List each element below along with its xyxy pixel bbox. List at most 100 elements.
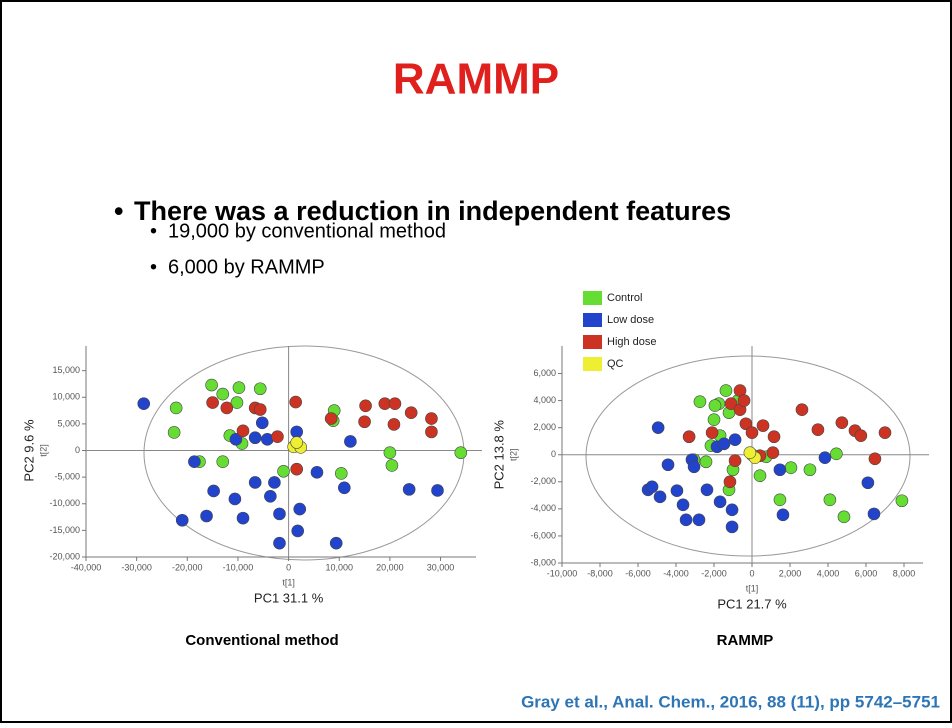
point xyxy=(692,513,706,527)
y-tick-label: -15,000 xyxy=(49,525,80,535)
point xyxy=(232,381,246,394)
point xyxy=(188,455,201,468)
legend-label: Control xyxy=(607,292,642,304)
y-tick-label: 2,000 xyxy=(533,422,556,432)
point xyxy=(776,508,790,522)
x-tick-label: 20,000 xyxy=(376,562,404,572)
x-tick-label: 2,000 xyxy=(779,568,802,578)
point xyxy=(329,536,343,550)
y-tick-label: 5,000 xyxy=(57,418,80,428)
point xyxy=(271,430,284,443)
y-tick-label: -8,000 xyxy=(530,557,556,567)
y-sublabel: t[2] xyxy=(38,444,48,457)
point xyxy=(253,382,267,396)
y-tick-label: -10,000 xyxy=(49,498,80,508)
point xyxy=(425,412,438,425)
x-tick-label: -8,000 xyxy=(587,568,613,578)
point xyxy=(264,490,277,503)
point xyxy=(431,484,444,497)
point xyxy=(425,425,438,439)
point xyxy=(737,394,751,407)
point xyxy=(725,503,739,517)
x-tick-label: -20,000 xyxy=(172,562,203,572)
point xyxy=(255,416,269,430)
point xyxy=(707,413,721,426)
legend-label: QC xyxy=(607,358,624,370)
point xyxy=(167,426,181,439)
point xyxy=(230,396,244,409)
x-tick-label: -2,000 xyxy=(701,568,727,578)
point xyxy=(206,396,219,409)
point xyxy=(228,492,242,506)
point xyxy=(867,507,881,521)
point xyxy=(713,495,727,509)
y-tick-label: 0 xyxy=(551,449,556,459)
point xyxy=(175,513,189,527)
point xyxy=(803,463,817,477)
point xyxy=(739,417,753,431)
point xyxy=(290,462,304,476)
point xyxy=(700,483,714,497)
point xyxy=(676,498,690,512)
point xyxy=(290,436,304,449)
sub-bullet: 6,000 by RAMMP xyxy=(168,256,325,278)
point xyxy=(878,426,892,439)
point xyxy=(344,435,357,448)
point xyxy=(293,502,307,516)
point xyxy=(661,458,675,472)
confidence-ellipse xyxy=(585,355,911,557)
point xyxy=(861,476,875,490)
point xyxy=(753,469,767,483)
point xyxy=(236,424,250,438)
y-axis-title: PC2 13.8 % xyxy=(491,420,506,490)
point xyxy=(773,493,787,507)
point xyxy=(653,490,667,504)
legend-swatch xyxy=(583,291,602,305)
point xyxy=(670,484,684,498)
x-axis-title: PC1 21.7 % xyxy=(717,596,787,611)
point xyxy=(728,433,742,447)
point xyxy=(818,451,832,465)
x-tick-label: -10,000 xyxy=(547,568,578,578)
y-tick-label: -20,000 xyxy=(49,551,80,561)
x-tick-label: -4,000 xyxy=(663,568,689,578)
x-tick-label: 30,000 xyxy=(427,562,455,572)
point xyxy=(220,401,234,415)
point xyxy=(717,437,731,451)
point xyxy=(895,494,909,508)
y-tick-label: 6,000 xyxy=(533,368,556,378)
sub-bullet: 19,000 by conventional method xyxy=(168,220,446,242)
x-tick-label: 6,000 xyxy=(855,568,878,578)
point xyxy=(767,430,781,444)
bullet: There was a reduction in independent fea… xyxy=(134,196,731,226)
x-tick-label: -30,000 xyxy=(121,562,152,572)
point xyxy=(835,416,849,429)
point xyxy=(289,395,302,409)
x-sublabel: t[1] xyxy=(282,577,295,587)
point xyxy=(169,401,183,415)
point xyxy=(868,452,882,466)
y-tick-label: 15,000 xyxy=(52,365,80,375)
point xyxy=(837,510,851,524)
point xyxy=(334,467,348,480)
point xyxy=(229,433,243,446)
point xyxy=(310,466,324,479)
point xyxy=(745,426,759,439)
y-tick-label: -4,000 xyxy=(530,503,556,513)
point xyxy=(699,455,713,469)
point xyxy=(338,481,351,495)
point xyxy=(708,399,722,412)
y-sublabel: t[2] xyxy=(508,448,518,461)
point xyxy=(693,395,707,408)
point xyxy=(719,384,733,397)
point xyxy=(679,513,693,527)
point xyxy=(383,446,397,459)
point xyxy=(645,480,659,494)
point xyxy=(830,447,843,461)
y-tick-label: 10,000 xyxy=(52,392,80,402)
x-tick-label: 4,000 xyxy=(817,568,840,578)
point xyxy=(723,475,737,489)
point xyxy=(756,419,770,432)
